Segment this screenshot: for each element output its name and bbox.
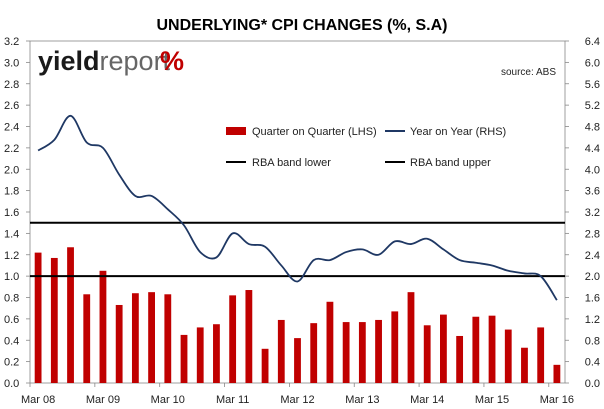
left-tick-label: 1.0	[4, 271, 19, 283]
legend-label-qoq: Quarter on Quarter (LHS)	[252, 126, 377, 138]
logo: yieldreport %	[38, 46, 184, 76]
qoq-bar	[34, 252, 42, 383]
right-tick-label: 4.0	[585, 164, 600, 176]
qoq-bar	[472, 316, 480, 383]
qoq-bar	[131, 293, 139, 383]
qoq-bar	[277, 319, 285, 383]
logo-word: yieldreport	[38, 46, 171, 76]
qoq-bar	[180, 334, 188, 383]
left-tick-label: 0.2	[4, 357, 19, 369]
left-tick-label: 2.6	[4, 100, 19, 112]
x-tick-label: Mar 13	[345, 394, 379, 406]
legend-label-band-upper: RBA band upper	[410, 157, 491, 169]
plot-frame	[29, 40, 566, 384]
logo-part-report: report	[100, 46, 171, 76]
x-tick-label: Mar 14	[410, 394, 444, 406]
right-tick-label: 6.4	[585, 36, 600, 48]
right-tick-label: 2.0	[585, 271, 600, 283]
qoq-bar	[83, 294, 91, 383]
legend-label-band-lower: RBA band lower	[252, 157, 331, 169]
qoq-bar	[115, 304, 123, 383]
qoq-bar	[375, 319, 382, 383]
right-tick-label: 3.6	[585, 186, 600, 198]
x-tick-label: Mar 15	[475, 394, 509, 406]
qoq-bar	[261, 348, 269, 383]
logo-part-yield: yield	[38, 46, 100, 76]
legend-swatch-qoq	[226, 127, 246, 135]
right-tick-label: 4.4	[585, 143, 600, 155]
qoq-bar	[294, 338, 301, 383]
qoq-bar	[456, 335, 464, 383]
right-tick-label: 0.8	[585, 335, 600, 347]
x-tick-label: Mar 08	[21, 394, 55, 406]
yoy-line	[37, 114, 558, 301]
right-tick-label: 3.2	[585, 207, 600, 219]
left-tick-label: 3.2	[4, 36, 19, 48]
left-tick-label: 2.0	[4, 164, 19, 176]
left-tick-label: 1.2	[4, 250, 19, 262]
qoq-bar	[537, 327, 545, 383]
left-tick-label: 2.8	[4, 79, 19, 91]
right-tick-label: 6.0	[585, 57, 600, 69]
qoq-bar	[326, 301, 334, 383]
x-tick-label: Mar 12	[280, 394, 314, 406]
left-tick-label: 0.8	[4, 293, 19, 305]
left-tick-label: 1.4	[4, 228, 19, 240]
grid	[29, 40, 566, 384]
bar-series	[34, 247, 561, 383]
right-tick-label: 1.6	[585, 293, 600, 305]
right-tick-label: 5.2	[585, 100, 600, 112]
legend: Quarter on Quarter (LHS) Year on Year (R…	[226, 126, 506, 169]
qoq-bar	[407, 292, 415, 383]
qoq-bar	[148, 292, 155, 383]
qoq-bar	[164, 294, 172, 383]
qoq-bar	[229, 295, 237, 383]
line-series	[37, 114, 558, 301]
qoq-bar	[504, 329, 512, 383]
qoq-bar	[440, 314, 447, 383]
qoq-bar	[358, 322, 366, 383]
qoq-bar	[391, 311, 399, 383]
qoq-bar	[521, 347, 528, 383]
source-note: source: ABS	[501, 67, 556, 78]
qoq-bar	[196, 327, 204, 383]
left-tick-label: 2.2	[4, 143, 19, 155]
right-tick-label: 0.0	[585, 378, 600, 390]
qoq-bar	[310, 323, 318, 383]
left-tick-label: 0.0	[4, 378, 19, 390]
left-tick-label: 1.8	[4, 186, 19, 198]
qoq-bar	[553, 364, 561, 383]
x-tick-label: Mar 09	[86, 394, 120, 406]
left-tick-label: 2.4	[4, 122, 19, 134]
qoq-bar	[50, 257, 58, 383]
right-tick-label: 2.4	[585, 250, 600, 262]
right-tick-label: 0.4	[585, 357, 600, 369]
right-tick-label: 5.6	[585, 79, 600, 91]
qoq-bar	[99, 270, 107, 383]
qoq-bar	[342, 322, 350, 383]
qoq-bar	[488, 315, 496, 383]
qoq-bar	[245, 290, 253, 383]
chart-title: UNDERLYING* CPI CHANGES (%, S.A)	[157, 17, 448, 34]
x-tick-label: Mar 11	[216, 394, 249, 406]
right-tick-label: 2.8	[585, 228, 600, 240]
x-tick-label: Mar 10	[151, 394, 185, 406]
right-tick-label: 1.2	[585, 314, 600, 326]
qoq-bar	[213, 324, 220, 383]
qoq-bar	[423, 325, 431, 383]
qoq-bar	[67, 247, 74, 383]
left-tick-label: 3.0	[4, 57, 19, 69]
legend-label-yoy: Year on Year (RHS)	[410, 126, 506, 138]
left-tick-label: 0.4	[4, 335, 19, 347]
band-lines	[30, 221, 565, 278]
right-tick-label: 4.8	[585, 122, 600, 134]
left-tick-label: 1.6	[4, 207, 19, 219]
axes: 0.0 0.2 0.4 0.6 0.8 1.0 1.2 1.4 1.6 1.8 2.0 2.2 2.4 2…	[4, 36, 600, 406]
x-tick-label: Mar 16	[540, 394, 574, 406]
left-tick-label: 0.6	[4, 314, 19, 326]
logo-percent-icon: %	[160, 46, 184, 76]
